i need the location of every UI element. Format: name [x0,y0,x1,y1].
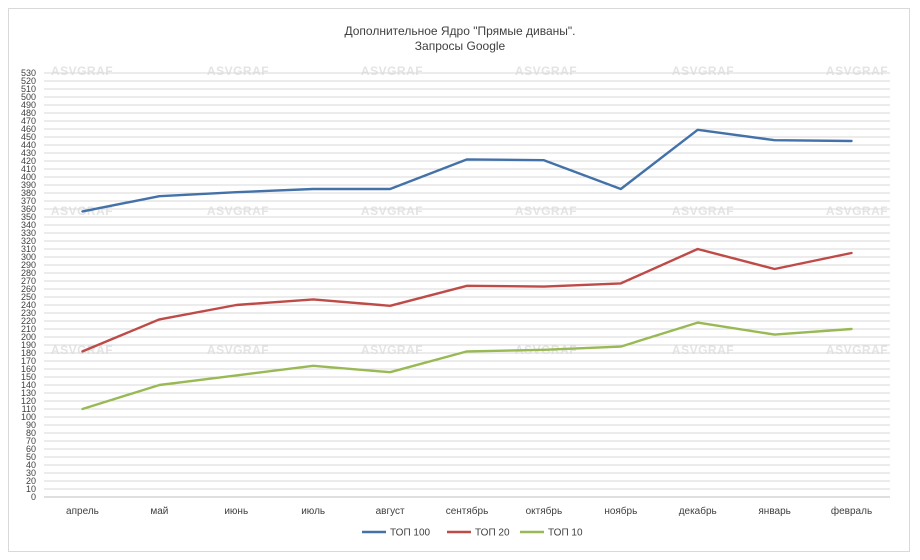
watermark-text: ASVGRAF [672,64,734,78]
y-tick-label: 510 [21,84,36,94]
watermark-text: ASVGRAF [361,64,423,78]
y-tick-label: 390 [21,180,36,190]
y-tick-label: 20 [26,476,36,486]
watermark-text: ASVGRAF [672,204,734,218]
x-category-label: ноябрь [604,505,637,517]
watermark-text: ASVGRAF [826,204,888,218]
y-tick-label: 320 [21,236,36,246]
y-tick-label: 10 [26,484,36,494]
y-tick-label: 160 [21,364,36,374]
y-tick-label: 70 [26,436,36,446]
y-tick-label: 260 [21,284,36,294]
series-line [81,321,853,411]
y-tick-label: 340 [21,220,36,230]
y-tick-label: 170 [21,356,36,366]
y-tick-label: 280 [21,268,36,278]
y-tick-label: 110 [22,404,36,414]
y-tick-label: 500 [21,92,36,102]
watermark-text: ASVGRAF [361,204,423,218]
y-tick-label: 470 [21,116,36,126]
y-tick-label: 530 [21,68,36,78]
y-tick-label: 0 [31,492,36,502]
y-tick-label: 270 [21,276,36,286]
chart-frame [8,8,910,552]
chart-subtitle: Запросы Google [415,39,506,53]
legend: ТОП 100 ТОП 20 ТОП 10 [362,528,583,539]
y-tick-label: 460 [21,124,36,134]
y-tick-label: 370 [21,196,36,206]
y-axis-ticks: 0102030405060708090100110120130140150160… [21,68,36,502]
y-tick-label: 310 [21,244,36,254]
watermark-text: ASVGRAF [826,64,888,78]
y-tick-label: 90 [26,420,36,430]
y-tick-label: 150 [21,372,36,382]
y-tick-label: 240 [21,300,36,310]
y-tick-label: 300 [21,252,36,262]
legend-label: ТОП 100 [390,528,431,539]
y-tick-label: 80 [26,428,36,438]
x-category-label: июнь [224,506,248,517]
series-line [81,247,853,353]
x-category-label: июль [301,506,325,517]
x-category-label: август [376,506,405,517]
gridlines [44,72,890,498]
y-tick-label: 520 [21,76,36,86]
x-category-label: январь [758,506,790,517]
y-tick-label: 400 [21,172,36,182]
y-tick-label: 30 [26,468,36,478]
y-tick-label: 480 [21,108,36,118]
y-tick-label: 360 [21,204,36,214]
watermark-text: ASVGRAF [51,64,113,78]
y-tick-label: 290 [21,260,36,270]
watermark-text: ASVGRAF [207,204,269,218]
watermark-text: ASVGRAF [515,64,577,78]
x-category-label: май [150,506,168,517]
y-tick-label: 230 [21,308,36,318]
x-category-label: февраль [831,505,872,517]
y-tick-label: 490 [21,100,36,110]
y-tick-label: 120 [21,396,36,406]
watermark-text: ASVGRAF [207,64,269,78]
series-lines [81,128,853,411]
y-tick-label: 200 [21,332,36,342]
y-tick-label: 330 [21,228,36,238]
legend-label: ТОП 20 [475,528,510,539]
y-tick-label: 130 [21,388,36,398]
x-category-label: декабрь [679,505,717,517]
y-tick-label: 210 [21,324,36,334]
chart-title: Дополнительное Ядро "Прямые диваны". [345,24,576,38]
y-tick-label: 380 [21,188,36,198]
y-tick-label: 190 [21,340,36,350]
y-tick-label: 440 [21,140,36,150]
x-category-label: октябрь [526,505,563,517]
y-tick-label: 50 [26,452,36,462]
series-line [81,128,853,213]
y-tick-label: 410 [21,164,36,174]
legend-label: ТОП 10 [548,528,583,539]
watermark-text: ASVGRAF [515,204,577,218]
y-tick-label: 430 [21,148,36,158]
x-category-label: апрель [66,506,99,517]
y-tick-label: 220 [21,316,36,326]
y-tick-label: 100 [21,412,36,422]
y-tick-label: 40 [26,460,36,470]
y-tick-label: 180 [21,348,36,358]
y-tick-label: 250 [21,292,36,302]
y-tick-label: 60 [26,444,36,454]
x-category-label: сентябрь [446,505,489,517]
y-tick-label: 450 [21,132,36,142]
y-tick-label: 420 [21,156,36,166]
y-tick-label: 350 [21,212,36,222]
x-axis-categories: апрель май июнь июль август сентябрь октябрь но… [66,505,872,517]
y-tick-label: 140 [21,380,36,390]
